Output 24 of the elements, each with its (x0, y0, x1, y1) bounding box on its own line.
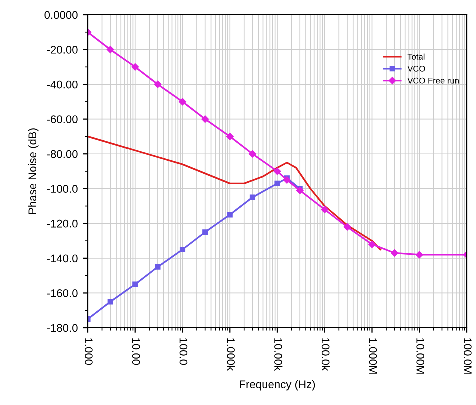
x-tick-label: 1.000M (369, 338, 378, 374)
y-tick-label: -120.0 (47, 220, 78, 228)
x-tick-label: 100.0M (464, 338, 472, 374)
legend-label: VCO Free run (408, 78, 459, 84)
x-axis-title: Frequency (Hz) (240, 380, 316, 391)
y-tick-label: -80.00 (47, 150, 78, 158)
x-tick-label: 10.00 (132, 338, 140, 366)
legend-label: VCO (408, 66, 426, 72)
x-tick-label: 1.000 (85, 338, 93, 366)
y-tick-label: 0.0000 (44, 11, 78, 20)
x-tick-label: 100.0k (322, 338, 330, 372)
x-tick-label: 1.000k (227, 338, 236, 372)
legend-label: Total (408, 54, 425, 60)
y-tick-label: -160.0 (47, 289, 78, 298)
x-tick-label: 100.0 (180, 338, 188, 366)
y-tick-label: -20.00 (47, 46, 78, 54)
y-tick-label: -40.00 (47, 80, 78, 89)
x-tick-label: 10.00M (416, 338, 425, 374)
y-tick-label: -100.0 (47, 185, 78, 194)
y-tick-label: -140.0 (47, 254, 78, 263)
y-axis-title: Phase Noise (dB) (28, 128, 39, 214)
y-tick-label: -180.0 (47, 324, 78, 332)
y-tick-label: -60.00 (47, 116, 78, 124)
x-tick-label: 10.00k (274, 338, 283, 372)
